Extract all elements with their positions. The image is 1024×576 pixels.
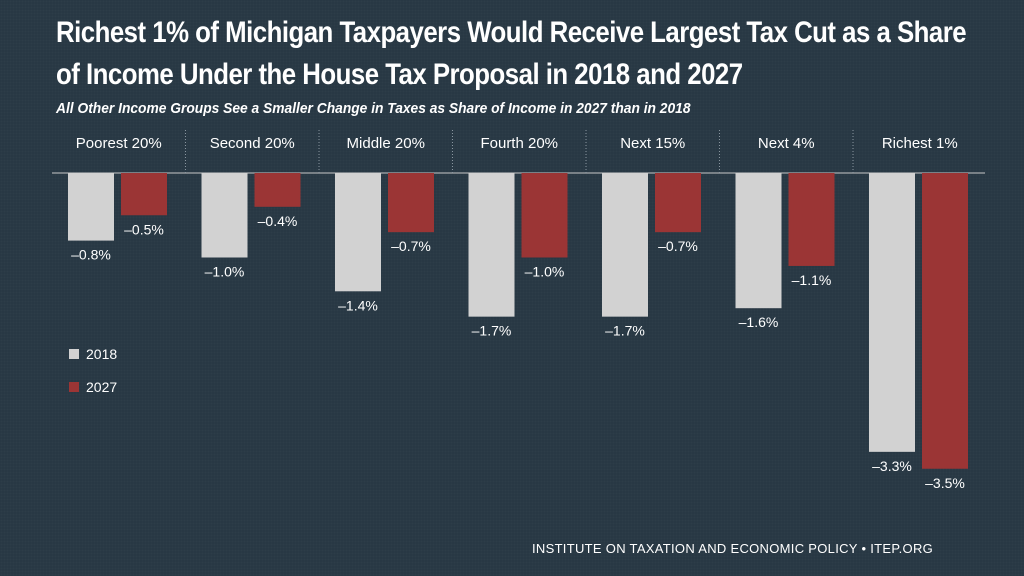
source-footer: INSTITUTE ON TAXATION AND ECONOMIC POLIC…	[532, 541, 934, 556]
legend-label-2018: 2018	[86, 346, 117, 362]
bar-2027	[254, 173, 301, 207]
bar-2027	[655, 173, 701, 233]
data-label-2018: –1.7%	[605, 323, 645, 339]
data-label-2018: –1.7%	[472, 323, 512, 339]
bar-2027	[922, 173, 968, 469]
category-label: Richest 1%	[882, 135, 958, 152]
bar-2018	[735, 173, 782, 309]
data-label-2018: –3.3%	[872, 458, 912, 474]
bar-2018	[201, 173, 248, 258]
bar-2027	[121, 173, 167, 216]
category-label: Fourth 20%	[480, 135, 558, 152]
bar-2027	[521, 173, 568, 258]
legend-swatch-2018	[69, 349, 79, 359]
category-label: Poorest 20%	[76, 135, 162, 152]
data-label-2018: –0.8%	[71, 247, 111, 263]
legend-label-2027: 2027	[86, 379, 117, 395]
data-label-2027: –0.5%	[124, 221, 164, 237]
chart-subtitle: All Other Income Groups See a Smaller Ch…	[56, 100, 691, 117]
data-label-2027: –0.7%	[391, 238, 431, 254]
data-label-2027: –1.0%	[525, 264, 565, 280]
data-label-2018: –1.4%	[338, 297, 378, 313]
bar-2018	[468, 173, 515, 317]
bar-2018	[602, 173, 648, 317]
category-label: Middle 20%	[347, 135, 425, 152]
data-label-2027: –0.7%	[658, 238, 698, 254]
category-label: Next 15%	[620, 135, 685, 152]
data-label-2027: –0.4%	[258, 213, 298, 229]
legend-swatch-2027	[69, 382, 79, 392]
bar-2018	[869, 173, 915, 452]
bar-2018	[335, 173, 381, 292]
data-label-2018: –1.6%	[739, 314, 779, 330]
chart-title: Richest 1% of Michigan Taxpayers Would R…	[56, 16, 967, 91]
data-label-2027: –1.1%	[792, 272, 832, 288]
data-label-2027: –3.5%	[925, 475, 965, 491]
bar-2027	[788, 173, 835, 266]
bar-2018	[68, 173, 114, 241]
bar-2027	[388, 173, 434, 233]
data-label-2018: –1.0%	[205, 264, 245, 280]
category-label: Next 4%	[758, 135, 815, 152]
category-label: Second 20%	[210, 135, 295, 152]
